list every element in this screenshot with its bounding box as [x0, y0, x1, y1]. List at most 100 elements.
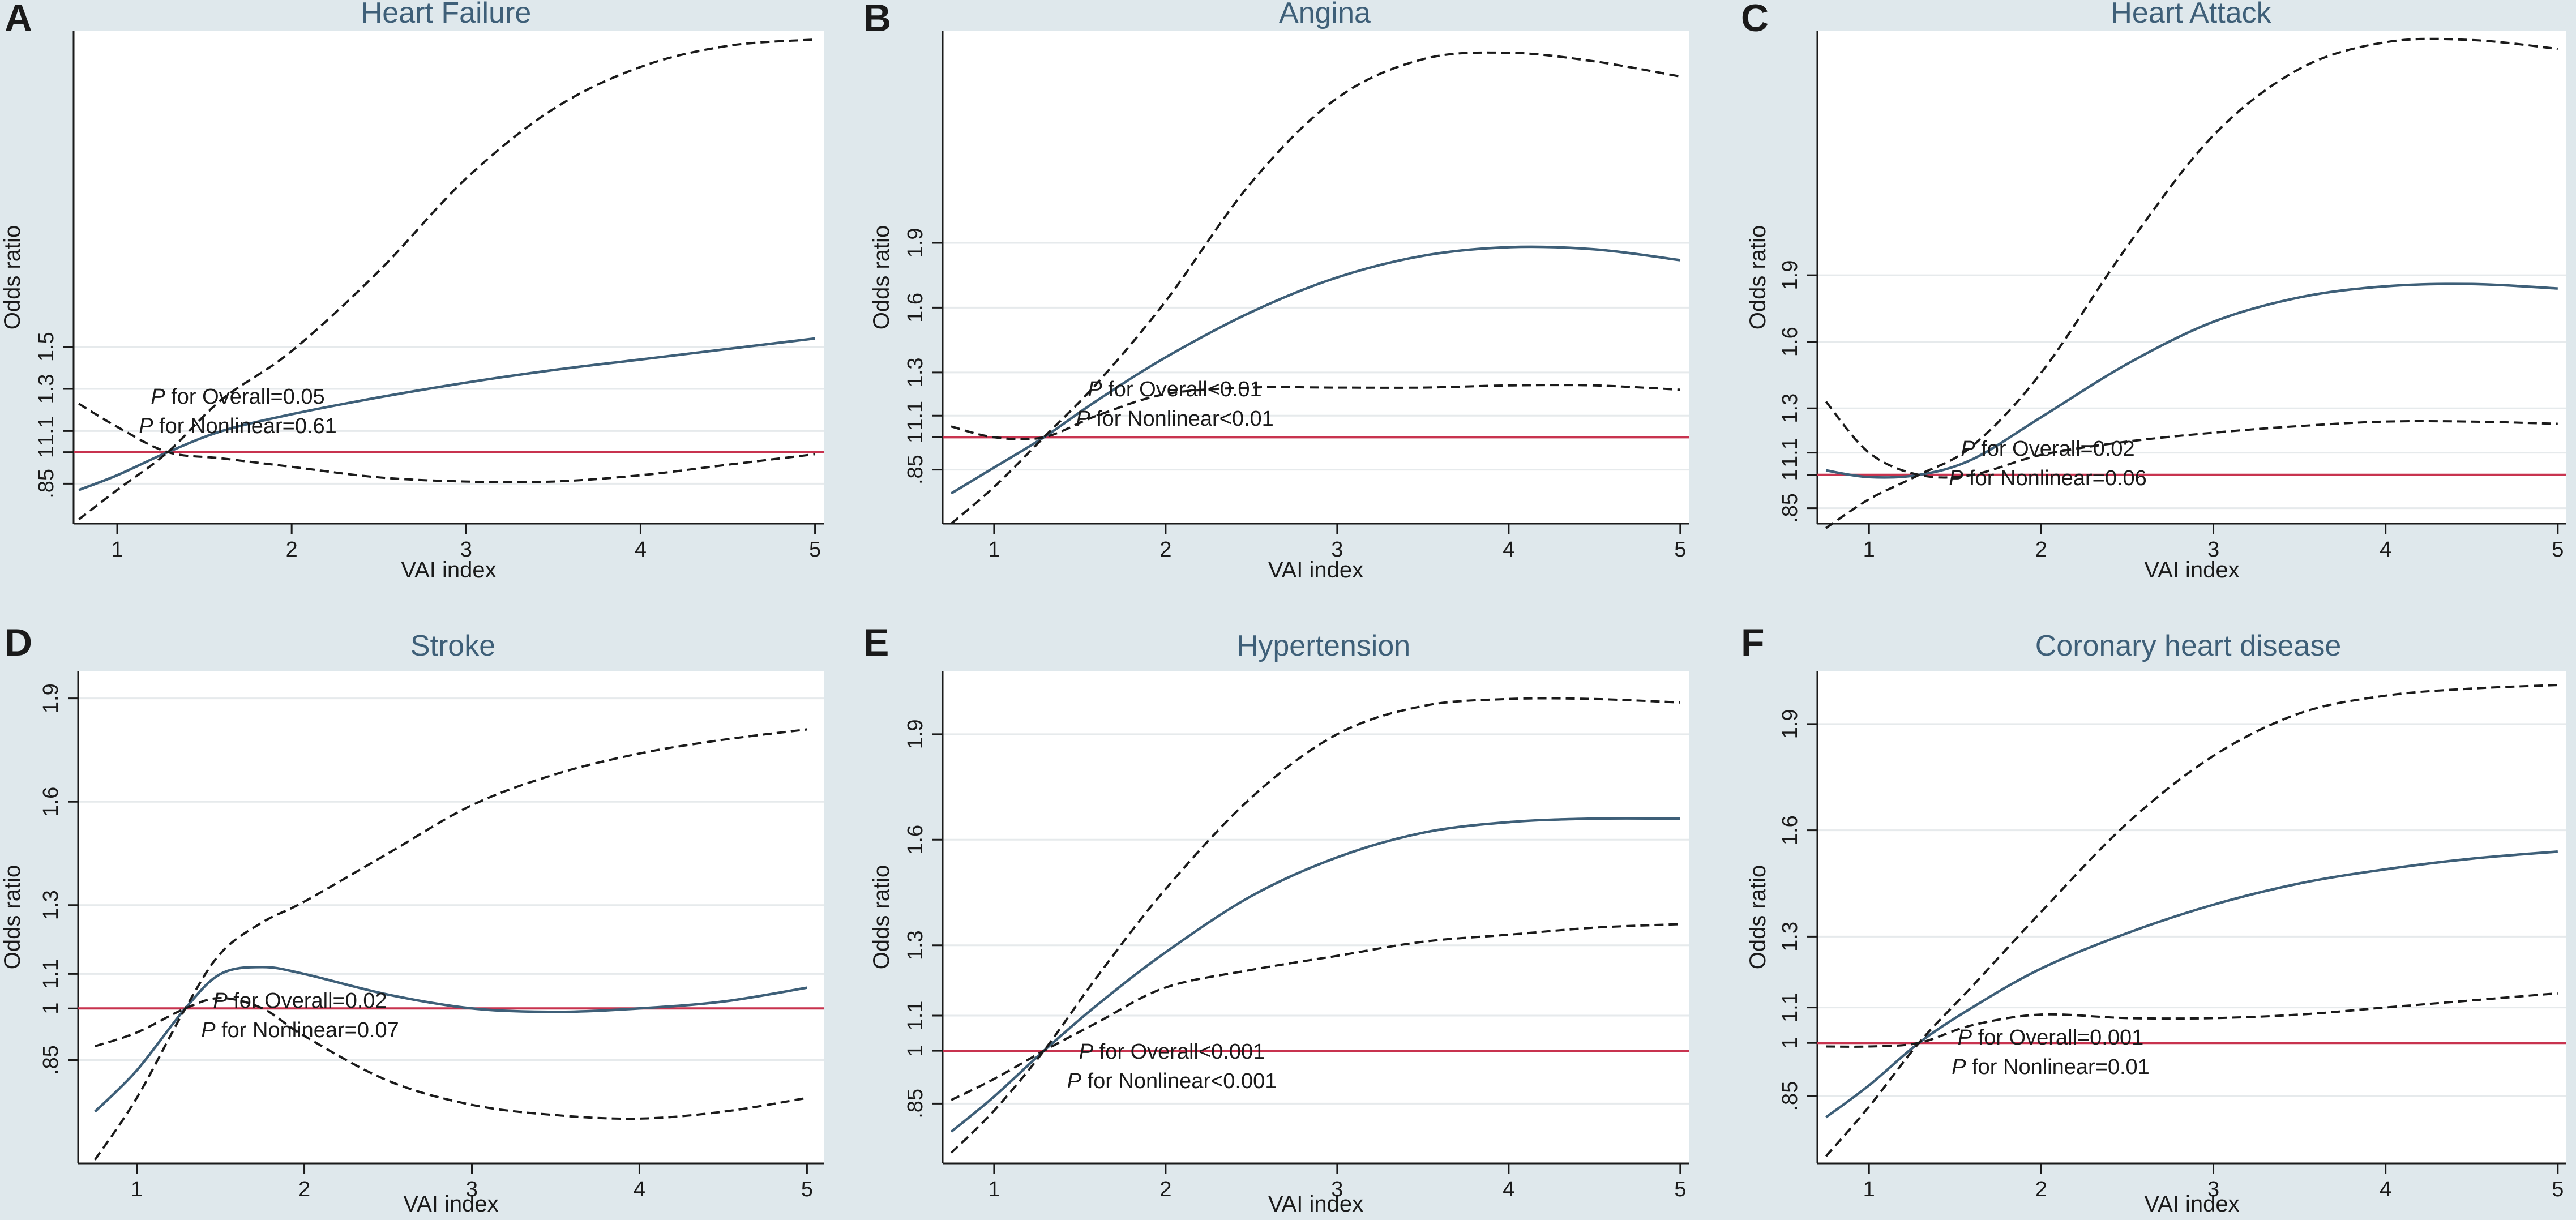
- y-tick-label: .85: [1778, 493, 1802, 523]
- x-tick-label: 4: [1503, 538, 1514, 562]
- y-axis-label: Odds ratio: [869, 865, 894, 970]
- p-value-text: for Nonlinear=0.61: [153, 414, 337, 438]
- p-value-text: for Overall<0.01: [1102, 378, 1262, 401]
- upper-ci-line: [950, 51, 1681, 525]
- p-value-annotation: P for Nonlinear<0.001: [1067, 1069, 1277, 1093]
- x-axis-label: VAI index: [1268, 558, 1363, 583]
- p-value-text: for Nonlinear=0.01: [1966, 1055, 2150, 1079]
- y-tick-label: 1.6: [1778, 327, 1802, 357]
- x-tick-label: 2: [286, 538, 298, 562]
- p-value-annotation: P for Nonlinear=0.07: [201, 1018, 399, 1042]
- y-tick-label: 1.1: [1778, 438, 1802, 468]
- p-italic: P: [1079, 1040, 1094, 1064]
- p-value-text: for Overall=0.001: [1972, 1026, 2143, 1050]
- y-tick-label: .85: [35, 469, 58, 499]
- p-value-text: for Overall=0.05: [165, 385, 325, 409]
- y-tick-label: .85: [904, 455, 927, 485]
- y-tick-label: 1.6: [1778, 815, 1802, 845]
- plot-area: [943, 31, 1689, 524]
- lower-ci-line: [94, 996, 807, 1120]
- x-tick-label: 5: [1674, 1178, 1686, 1201]
- plot-area: [1817, 31, 2566, 524]
- x-tick-label: 4: [1503, 1178, 1514, 1201]
- p-value-annotation: P for Nonlinear=0.06: [1949, 466, 2147, 490]
- lower-ci-line: [951, 923, 1680, 1101]
- y-tick-label: 1: [35, 446, 58, 458]
- y-axis-label: Odds ratio: [869, 225, 894, 330]
- panel-letter: F: [1741, 621, 1765, 664]
- y-tick-label: 1.9: [904, 719, 927, 749]
- x-axis-label: VAI index: [2144, 1192, 2239, 1217]
- upper-ci-line: [93, 728, 807, 1161]
- x-tick-label: 3: [2207, 1178, 2219, 1201]
- lower-ci-line: [1826, 992, 2558, 1048]
- panel-title: Heart Failure: [361, 0, 532, 29]
- y-tick-label: 1.3: [904, 357, 927, 387]
- y-tick-label: 1.1: [904, 1001, 927, 1031]
- x-tick-label: 2: [1159, 1178, 1171, 1201]
- upper-ci-line: [78, 38, 815, 521]
- y-tick-label: 1.6: [904, 293, 927, 323]
- y-tick-label: .85: [904, 1089, 927, 1119]
- y-axis-label: Odds ratio: [1745, 225, 1770, 330]
- p-value-annotation: P for Overall=0.02: [213, 989, 387, 1013]
- y-tick-label: .85: [39, 1045, 63, 1075]
- p-italic: P: [139, 414, 153, 438]
- p-italic: P: [1949, 466, 1963, 490]
- y-tick-label: 1.9: [904, 228, 927, 258]
- p-italic: P: [1088, 378, 1102, 401]
- plot-area: [74, 31, 824, 524]
- x-tick-label: 5: [809, 538, 821, 562]
- panel-d: 1 2 3 4 5 .85 1 1.1 1.3 1.6 1.9 Stroke D VAI index Odd…: [0, 621, 824, 1217]
- x-tick-label: 2: [1159, 538, 1171, 562]
- x-tick-label: 3: [460, 538, 472, 562]
- p-value-annotation: P for Overall<0.001: [1079, 1040, 1265, 1064]
- y-tick-label: 1.6: [39, 787, 63, 817]
- p-value-text: for Nonlinear<0.01: [1090, 407, 1274, 431]
- p-value-text: for Overall=0.02: [1975, 437, 2135, 461]
- x-tick-label: 1: [1863, 1178, 1875, 1201]
- p-value-text: for Overall<0.001: [1093, 1040, 1265, 1064]
- x-tick-label: 5: [2552, 1178, 2564, 1201]
- y-tick-label: 1.9: [1778, 260, 1802, 290]
- panel-letter: E: [863, 621, 889, 664]
- lower-ci-line: [78, 403, 815, 483]
- p-value-text: for Nonlinear=0.07: [216, 1018, 399, 1042]
- x-tick-label: 5: [801, 1178, 813, 1201]
- x-tick-label: 3: [466, 1178, 478, 1201]
- x-tick-label: 5: [2552, 538, 2564, 562]
- panel-letter: B: [863, 0, 891, 40]
- y-tick-label: 1.3: [1778, 922, 1802, 952]
- y-tick-label: 1.1: [39, 959, 63, 989]
- panel-title: Hypertension: [1237, 630, 1410, 662]
- x-tick-label: 3: [1331, 538, 1343, 562]
- y-tick-label: .85: [1778, 1081, 1802, 1111]
- x-tick-label: 1: [988, 538, 1000, 562]
- p-italic: P: [213, 989, 228, 1013]
- upper-ci-line: [950, 697, 1680, 1154]
- y-tick-label: 1.9: [39, 683, 63, 713]
- y-tick-label: 1.3: [39, 890, 63, 920]
- y-axis-label: Odds ratio: [1745, 865, 1770, 970]
- panel-title: Stroke: [410, 630, 495, 662]
- panel-title: Heart Attack: [2111, 0, 2271, 29]
- y-tick-label: 1: [1778, 1037, 1802, 1049]
- x-tick-label: 2: [2035, 538, 2047, 562]
- x-tick-label: 1: [131, 1178, 143, 1201]
- p-value-annotation: P for Nonlinear=0.61: [139, 414, 337, 438]
- y-tick-label: 1.3: [904, 930, 927, 960]
- panel-e: 1 2 3 4 5 .85 1 1.1 1.3 1.6 1.9 Hypertension E VAI in…: [863, 621, 1689, 1217]
- x-axis-label: VAI index: [1268, 1192, 1363, 1217]
- p-value-text: for Nonlinear<0.001: [1081, 1069, 1277, 1093]
- p-value-text: for Nonlinear=0.06: [1963, 466, 2147, 490]
- x-tick-label: 4: [2380, 1178, 2391, 1201]
- y-tick-label: 1.5: [35, 332, 58, 362]
- y-tick-label: 1: [904, 1045, 927, 1057]
- plot-area: [943, 671, 1689, 1163]
- x-axis-label: VAI index: [401, 558, 496, 583]
- panel-letter: A: [5, 0, 32, 40]
- y-axis-label: Odds ratio: [0, 865, 25, 970]
- y-tick-label: 1.1: [904, 401, 927, 431]
- p-value-annotation: P for Overall<0.01: [1088, 378, 1261, 401]
